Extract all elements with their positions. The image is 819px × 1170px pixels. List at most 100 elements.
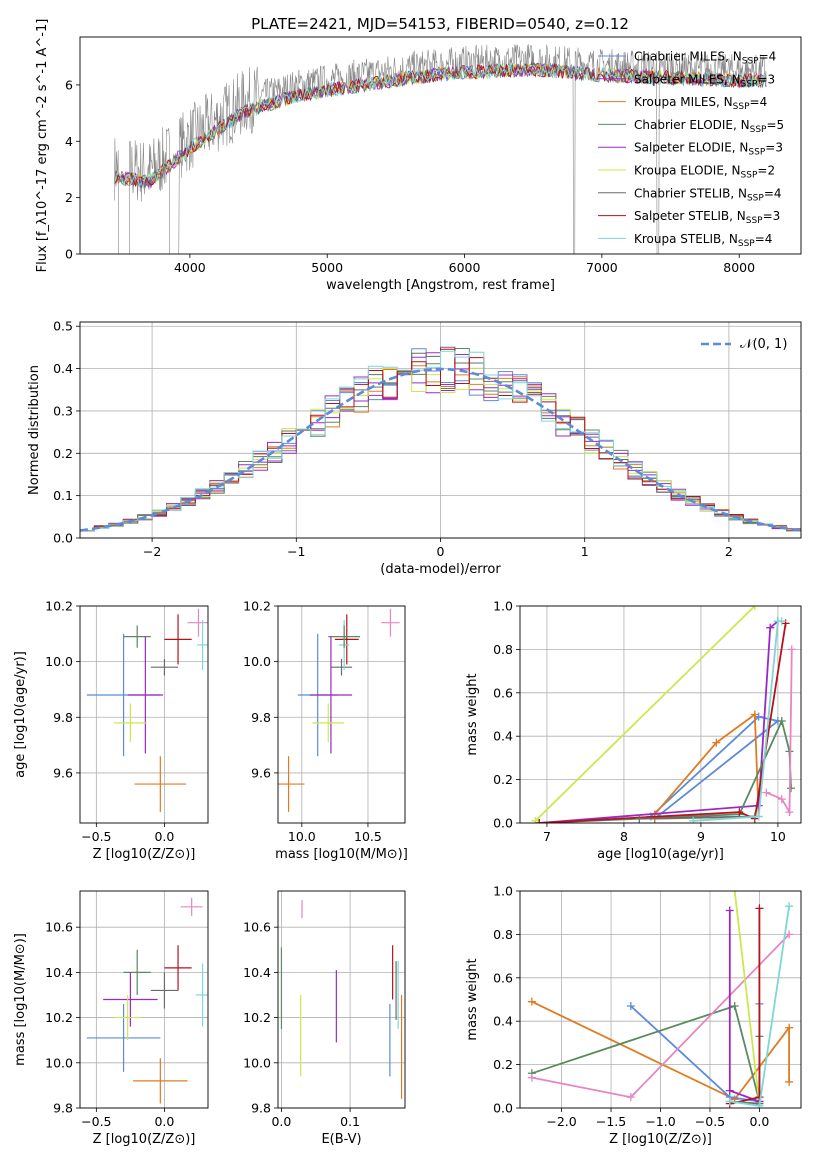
y-tick-label: 0.2: [493, 772, 513, 787]
spectrum-axes: [76, 84, 740, 258]
weight-marker: [750, 710, 759, 719]
data-point: [328, 625, 361, 648]
x-tick-label: 4000: [174, 260, 206, 275]
weight-marker: [785, 930, 794, 939]
legend-label: 𝒩(0, 1): [740, 337, 787, 352]
y-tick-label: 10.6: [243, 920, 271, 935]
y-tick-label: 0.4: [493, 729, 513, 744]
weight-series-line: [639, 815, 755, 820]
data-point: [187, 608, 208, 637]
x-tick-label: −2.0: [546, 1114, 576, 1129]
y-tick-label: 6: [65, 77, 73, 92]
x-tick-label: −1: [287, 544, 305, 559]
weight-marker: [785, 1023, 794, 1032]
data-point: [127, 636, 164, 754]
plot-layer: 4000 5000 6000 7000 8000 0 2 4 6 Chabrier MILES, …: [13, 19, 802, 1147]
weight-marker: [626, 1093, 635, 1102]
weight-marker: [725, 1097, 734, 1106]
y-tick-label: 0.0: [53, 531, 73, 546]
x-tick-label: 8: [620, 829, 628, 844]
weight_Z-x-axis-label: Z [log10(Z/Z⊙)]: [609, 1132, 712, 1147]
weight-marker: [735, 808, 744, 817]
data-point: [114, 994, 142, 1041]
y-tick-label: 9.8: [251, 710, 271, 725]
mass_Z-frame: [79, 890, 209, 1109]
y-tick-label: 0.8: [493, 927, 513, 942]
mass_EBV-x-axis-label: E(B-V): [321, 1132, 361, 1147]
weight-marker: [689, 816, 698, 823]
figure-title: PLATE=2421, MJD=54153, FIBERID=0540, z=0…: [251, 15, 629, 33]
x-tick-label: 2: [725, 544, 733, 559]
weight-marker: [725, 1086, 734, 1095]
legend-label: Kroupa ELODIE, NSSP=2: [634, 164, 775, 181]
x-tick-label: 7000: [586, 260, 618, 275]
age_Z-frame: [79, 605, 209, 824]
x-tick-label: 0.0: [271, 1114, 291, 1129]
y-tick-label: 9.8: [251, 1101, 271, 1116]
legend-label: Chabrier MILES, NSSP=4: [634, 50, 776, 67]
y-tick-label: 9.6: [53, 765, 73, 780]
residuals-y-axis-label: Normed distribution: [27, 365, 42, 495]
x-tick-label: 6000: [449, 260, 481, 275]
weight_age-frame: [519, 605, 802, 824]
weight-marker: [531, 816, 540, 823]
weight-marker: [750, 606, 759, 610]
weight-marker: [785, 808, 794, 817]
x-tick-label: 1: [581, 544, 589, 559]
x-tick-label: 10: [770, 829, 786, 844]
x-tick-label: 5000: [311, 260, 343, 275]
legend-label: Salpeter STELIB, NSSP=3: [634, 209, 780, 226]
x-tick-label: 0.1: [340, 1114, 360, 1129]
weight-marker: [777, 617, 786, 626]
y-tick-label: 0.6: [493, 970, 513, 985]
weight-marker: [762, 788, 771, 797]
weight-marker: [785, 1077, 794, 1086]
weight-marker: [527, 997, 536, 1006]
spectrum-x-axis-label: wavelength [Angstrom, rest frame]: [326, 278, 555, 293]
y-tick-label: 1.0: [493, 599, 513, 614]
weight-marker: [712, 738, 721, 747]
y-tick-label: 10.0: [45, 654, 73, 669]
weight_age-y-axis-label: mass weight: [465, 673, 480, 755]
x-tick-label: 8000: [723, 260, 755, 275]
y-tick-label: 0.8: [493, 642, 513, 657]
weight-marker: [626, 1002, 635, 1011]
y-tick-label: 10.2: [45, 1010, 73, 1025]
y-tick-label: 1.0: [493, 884, 513, 899]
spectrum-frame: [79, 36, 802, 255]
weight-marker: [766, 623, 775, 632]
y-tick-label: 9.8: [53, 710, 73, 725]
y-tick-label: 0.3: [53, 403, 73, 418]
data-point: [309, 636, 353, 754]
weight_age-axes: [516, 605, 801, 827]
y-tick-label: 0.6: [493, 685, 513, 700]
data-point: [180, 897, 203, 916]
x-tick-label: 9: [697, 829, 705, 844]
mass_Z-y-axis-label: mass [log10(M/M⊙)]: [13, 933, 28, 1066]
x-tick-label: 0.0: [749, 1114, 769, 1129]
data-point: [197, 619, 208, 670]
x-tick-label: 10.5: [354, 829, 382, 844]
x-tick-label: 0.0: [154, 829, 174, 844]
weight-series-line: [733, 891, 761, 1104]
data-point: [330, 658, 353, 676]
weight-series-line: [539, 620, 779, 823]
weight-marker: [725, 906, 734, 915]
weight-marker: [755, 1101, 764, 1108]
data-point: [381, 608, 400, 637]
data-point: [86, 1004, 161, 1072]
y-tick-label: 10.4: [45, 965, 73, 980]
y-tick-label: 10.2: [243, 599, 271, 614]
data-point: [133, 1058, 188, 1104]
legend-label: Kroupa STELIB, NSSP=4: [634, 232, 772, 249]
y-tick-label: 10.0: [45, 1055, 73, 1070]
x-tick-label: −0.5: [81, 1114, 111, 1129]
legend-label: Salpeter MILES, NSSP=3: [634, 72, 775, 89]
model-spectrum-line: [113, 63, 767, 190]
data-point: [312, 703, 345, 743]
data-point: [123, 625, 151, 648]
weight-series-line: [531, 1000, 790, 1101]
y-tick-label: 0.1: [53, 488, 73, 503]
age_mass-x-axis-label: mass [log10(M/M⊙)]: [275, 847, 408, 862]
